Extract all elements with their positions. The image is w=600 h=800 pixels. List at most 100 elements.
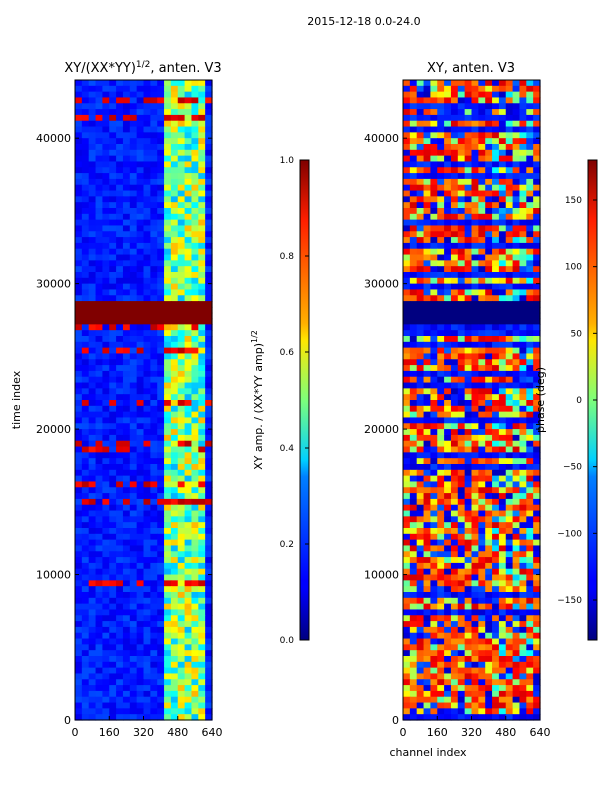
heatmap-cell bbox=[122, 132, 131, 139]
heatmap-cell bbox=[437, 568, 445, 576]
heatmap-cell bbox=[471, 714, 479, 721]
heatmap-cell bbox=[122, 388, 131, 395]
heatmap-cell bbox=[437, 510, 445, 517]
heatmap-cell bbox=[136, 190, 145, 197]
heatmap-cell bbox=[498, 91, 507, 99]
heatmap-cell bbox=[505, 458, 514, 465]
phase-x-ticks: 0 160 320 480 640 bbox=[400, 716, 551, 739]
heatmap-cell bbox=[170, 330, 179, 337]
heatmap-cell bbox=[485, 306, 493, 314]
heatmap-cell bbox=[184, 80, 193, 87]
heatmap-cell bbox=[205, 638, 213, 645]
heatmap-cell bbox=[143, 254, 151, 261]
heatmap-cell bbox=[191, 580, 199, 587]
heatmap-cell bbox=[191, 330, 199, 337]
heatmap-cell bbox=[416, 586, 425, 593]
heatmap-cell bbox=[75, 621, 83, 628]
heatmap-cell bbox=[170, 91, 179, 99]
heatmap-cell bbox=[109, 597, 117, 605]
heatmap-cell bbox=[116, 155, 124, 163]
heatmap-cell bbox=[184, 190, 193, 197]
heatmap-cell bbox=[184, 539, 193, 547]
heatmap-cell bbox=[444, 452, 452, 459]
heatmap-cell bbox=[205, 650, 213, 657]
heatmap-cell bbox=[143, 312, 151, 320]
heatmap-cell bbox=[444, 667, 452, 675]
heatmap-cell bbox=[75, 161, 83, 168]
heatmap-cell bbox=[164, 376, 172, 384]
heatmap-cell bbox=[88, 85, 97, 93]
heatmap-cell bbox=[191, 679, 199, 686]
heatmap-cell bbox=[191, 359, 199, 366]
heatmap-cell bbox=[478, 277, 486, 285]
heatmap-cell bbox=[150, 167, 158, 174]
heatmap-cell bbox=[423, 178, 431, 186]
heatmap-cell bbox=[143, 446, 151, 453]
heatmap-cell bbox=[471, 411, 479, 419]
heatmap-cell bbox=[492, 469, 500, 477]
heatmap-cell bbox=[492, 464, 500, 471]
heatmap-cell bbox=[116, 708, 124, 715]
heatmap-cell bbox=[170, 603, 179, 611]
heatmap-cell bbox=[122, 301, 131, 308]
heatmap-cell bbox=[191, 202, 199, 209]
heatmap-cell bbox=[512, 411, 521, 419]
heatmap-cell bbox=[191, 446, 199, 453]
heatmap-cell bbox=[512, 382, 521, 389]
heatmap-cell bbox=[122, 359, 131, 366]
heatmap-cell bbox=[129, 190, 138, 197]
heatmap-cell bbox=[109, 510, 117, 517]
heatmap-cell bbox=[122, 190, 131, 197]
heatmap-cell bbox=[492, 429, 500, 436]
heatmap-cell bbox=[478, 370, 486, 378]
heatmap-cell bbox=[136, 673, 145, 680]
heatmap-cell bbox=[409, 580, 418, 587]
heatmap-cell bbox=[109, 301, 117, 308]
heatmap-cell bbox=[519, 568, 527, 576]
heatmap-cell bbox=[492, 301, 500, 308]
heatmap-cell bbox=[437, 440, 445, 448]
heatmap-cell bbox=[157, 714, 165, 721]
heatmap-cell bbox=[457, 621, 466, 628]
heatmap-cell bbox=[471, 440, 479, 448]
heatmap-cell bbox=[512, 603, 521, 611]
heatmap-cell bbox=[457, 405, 466, 413]
heatmap-cell bbox=[75, 516, 83, 523]
heatmap-cell bbox=[75, 306, 83, 314]
heatmap-cell bbox=[81, 656, 90, 663]
heatmap-cell bbox=[430, 597, 438, 605]
heatmap-cell bbox=[485, 109, 493, 116]
heatmap-cell bbox=[88, 149, 97, 157]
heatmap-cell bbox=[88, 91, 97, 99]
heatmap-cell bbox=[519, 615, 527, 622]
heatmap-cell bbox=[109, 644, 117, 651]
heatmap-cell bbox=[505, 341, 514, 349]
heatmap-cell bbox=[416, 580, 425, 587]
heatmap-cell bbox=[457, 347, 466, 355]
heatmap-cell bbox=[184, 126, 193, 133]
heatmap-cell bbox=[129, 289, 138, 296]
heatmap-cell bbox=[512, 551, 521, 558]
heatmap-cell bbox=[198, 528, 206, 535]
heatmap-cell bbox=[416, 638, 425, 645]
heatmap-cell bbox=[150, 318, 158, 325]
heatmap-cell bbox=[157, 149, 165, 157]
heatmap-cell bbox=[416, 481, 425, 488]
heatmap-cell bbox=[88, 708, 97, 715]
heatmap-cell bbox=[191, 289, 199, 296]
heatmap-cell bbox=[492, 80, 500, 87]
heatmap-cell bbox=[485, 545, 493, 552]
heatmap-cell bbox=[492, 504, 500, 512]
heatmap-cell bbox=[116, 516, 124, 523]
heatmap-cell bbox=[157, 347, 165, 355]
heatmap-cell bbox=[471, 498, 479, 506]
heatmap-cell bbox=[409, 295, 418, 302]
heatmap-cell bbox=[444, 498, 452, 506]
heatmap-cell bbox=[102, 557, 110, 564]
heatmap-cell bbox=[109, 359, 117, 366]
heatmap-cell bbox=[198, 679, 206, 686]
heatmap-cell bbox=[122, 452, 131, 459]
heatmap-cell bbox=[143, 277, 151, 285]
heatmap-cell bbox=[492, 533, 500, 541]
heatmap-cell bbox=[403, 272, 411, 279]
